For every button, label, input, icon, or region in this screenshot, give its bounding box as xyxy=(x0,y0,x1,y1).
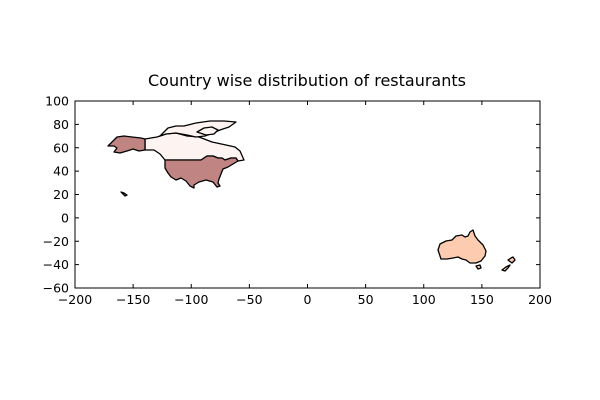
region-new-zealand-north xyxy=(507,256,516,264)
y-tick-label: 60 xyxy=(53,140,69,155)
y-tick-label: 40 xyxy=(53,164,69,179)
y-tick-label: −20 xyxy=(43,234,69,249)
x-tick-label: 0 xyxy=(304,292,312,307)
x-tick-label: 100 xyxy=(412,292,436,307)
x-tick-label: −50 xyxy=(236,292,262,307)
y-tick-label: −60 xyxy=(43,281,69,296)
x-tick-label: −200 xyxy=(58,292,92,307)
x-axis: −200 −150 −100 −50 0 50 100 150 200 xyxy=(58,101,552,307)
y-tick-label: 80 xyxy=(53,117,69,132)
x-tick-label: 200 xyxy=(528,292,552,307)
y-tick-label: 100 xyxy=(45,94,69,109)
x-tick-label: 50 xyxy=(358,292,374,307)
region-greenland-edge xyxy=(196,126,219,136)
region-hawaii xyxy=(120,191,128,197)
region-australia xyxy=(437,229,487,264)
region-tasmania xyxy=(475,264,482,270)
y-tick-label: −40 xyxy=(43,257,69,272)
x-tick-label: −150 xyxy=(116,292,150,307)
y-tick-label: 0 xyxy=(61,210,69,225)
x-tick-label: 150 xyxy=(470,292,494,307)
region-new-zealand-south xyxy=(501,264,511,272)
map-title: Country wise distribution of restaurants xyxy=(148,71,466,90)
region-canada-islands xyxy=(159,120,237,138)
x-tick-label: −100 xyxy=(174,292,208,307)
map-regions xyxy=(107,120,516,272)
y-axis: −60 −40 −20 0 20 40 60 80 100 xyxy=(43,94,540,296)
region-alaska xyxy=(107,135,146,154)
region-usa xyxy=(164,155,239,189)
y-tick-label: 20 xyxy=(53,187,69,202)
